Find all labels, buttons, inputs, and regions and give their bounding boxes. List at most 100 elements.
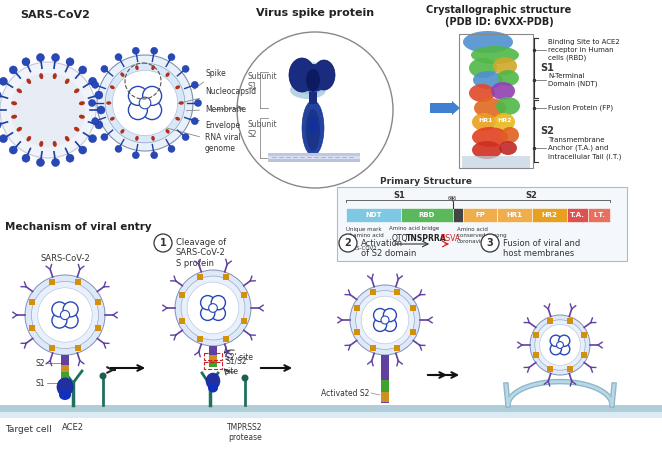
Ellipse shape [463,31,513,53]
Text: S1: S1 [36,378,45,387]
Text: S1/S2
site: S1/S2 site [225,356,247,376]
Circle shape [168,145,175,152]
Text: HR1: HR1 [479,119,493,124]
Ellipse shape [166,73,169,77]
Text: S2: S2 [526,190,538,199]
Circle shape [11,73,85,147]
FancyBboxPatch shape [533,352,539,358]
Bar [268,156,360,159]
Circle shape [89,100,95,106]
Text: Spike: Spike [194,69,226,89]
Ellipse shape [211,306,226,320]
Text: Binding Site to ACE2
receptor in Human
cells (RBD): Binding Site to ACE2 receptor in Human c… [548,39,620,61]
Ellipse shape [493,57,517,75]
Circle shape [209,304,217,313]
Ellipse shape [120,129,124,133]
Text: Activation
of S2 domain: Activation of S2 domain [361,239,416,258]
Circle shape [182,133,189,141]
Circle shape [381,316,389,324]
Ellipse shape [472,127,508,147]
Circle shape [79,66,87,74]
Text: Nucleocapsid: Nucleocapsid [177,87,256,104]
Text: T.A.: T.A. [570,212,585,218]
Text: 2: 2 [345,238,352,248]
Ellipse shape [52,302,67,317]
FancyBboxPatch shape [223,274,229,280]
Circle shape [540,325,581,365]
Ellipse shape [135,136,139,141]
Text: 1: 1 [160,238,166,248]
Ellipse shape [242,374,248,382]
Ellipse shape [128,101,148,120]
Ellipse shape [211,295,226,310]
Ellipse shape [175,117,180,120]
FancyBboxPatch shape [567,366,573,373]
Circle shape [175,270,251,346]
FancyBboxPatch shape [48,345,54,350]
Circle shape [105,63,185,143]
Circle shape [9,146,17,154]
Ellipse shape [166,129,169,133]
Ellipse shape [289,58,315,92]
Ellipse shape [17,88,22,93]
Circle shape [36,158,44,166]
Ellipse shape [79,115,85,119]
Bar [268,159,360,162]
Bar [0,405,662,412]
Ellipse shape [373,308,387,322]
Circle shape [151,47,158,54]
Circle shape [0,62,96,158]
Circle shape [89,77,97,85]
Text: Virus spike protein: Virus spike protein [256,8,374,18]
Text: Envelope: Envelope [189,119,240,129]
Ellipse shape [306,109,320,151]
Text: Amino acid bridge: Amino acid bridge [389,226,439,231]
FancyBboxPatch shape [197,274,203,280]
Text: Crystallographic structure
(PDB ID: 6VXX-PDB): Crystallographic structure (PDB ID: 6VXX… [426,5,571,27]
Ellipse shape [26,78,31,84]
Ellipse shape [59,390,71,400]
Circle shape [530,315,590,375]
Text: Target cell: Target cell [5,425,52,434]
FancyBboxPatch shape [410,329,416,335]
Circle shape [182,65,189,73]
Ellipse shape [289,62,331,94]
Ellipse shape [52,313,67,328]
Circle shape [66,154,74,162]
Circle shape [132,152,139,159]
Text: HR2: HR2 [498,119,512,124]
FancyBboxPatch shape [75,345,81,350]
Circle shape [0,121,1,129]
Circle shape [101,65,108,73]
Circle shape [151,152,158,159]
Bar [462,156,530,158]
Circle shape [195,100,201,106]
Ellipse shape [383,308,397,322]
Circle shape [154,234,172,252]
FancyBboxPatch shape [48,280,54,285]
FancyBboxPatch shape [223,336,229,342]
Circle shape [535,320,585,370]
Circle shape [101,133,108,141]
FancyBboxPatch shape [354,305,359,311]
Circle shape [181,276,245,340]
Circle shape [191,118,199,124]
Circle shape [38,288,92,342]
FancyBboxPatch shape [241,318,247,324]
Circle shape [557,341,563,349]
Bar [381,380,389,392]
Ellipse shape [11,101,17,105]
Circle shape [187,282,239,334]
Ellipse shape [472,113,496,131]
Ellipse shape [491,82,515,100]
Text: Membrane: Membrane [187,105,246,114]
Ellipse shape [499,141,517,155]
Text: Transmembrane
Anchor (T.A.) and
Intracellular Tail (I.T.): Transmembrane Anchor (T.A.) and Intracel… [548,137,622,160]
Bar [462,162,530,165]
Ellipse shape [175,85,180,89]
Text: Primary Structure: Primary Structure [380,177,472,186]
Circle shape [132,47,139,54]
Text: Fusion Protein (FP): Fusion Protein (FP) [548,105,613,111]
Circle shape [481,234,499,252]
FancyBboxPatch shape [241,292,247,298]
